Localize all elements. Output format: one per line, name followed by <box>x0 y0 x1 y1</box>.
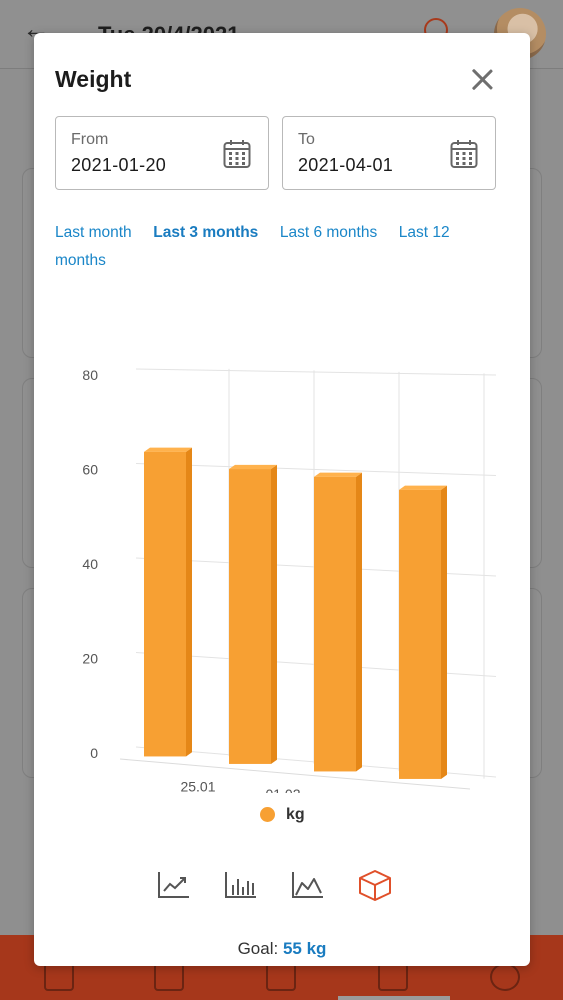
legend-dot <box>260 807 275 822</box>
chat-icon[interactable] <box>490 963 520 991</box>
chart-type-selector <box>156 869 396 903</box>
3d-cube-icon[interactable] <box>357 869 393 901</box>
calendar-icon[interactable] <box>450 139 478 169</box>
range-last-3-months[interactable]: Last 3 months <box>153 224 259 241</box>
x-tick-label: 01.02 <box>265 786 300 793</box>
y-tick-label: 40 <box>82 556 98 572</box>
line-chart-icon[interactable] <box>156 869 192 901</box>
y-tick-label: 80 <box>82 367 98 383</box>
range-last-6-months[interactable]: Last 6 months <box>279 224 378 241</box>
legend-label: kg <box>286 806 305 823</box>
modal-title: Weight <box>55 66 132 92</box>
bar <box>399 489 441 779</box>
range-links: Last month Last 3 months Last 6 months L… <box>55 219 485 275</box>
bar <box>144 451 186 757</box>
bar-top <box>399 485 447 490</box>
bar-chart-icon[interactable] <box>223 869 259 901</box>
grid-line <box>135 463 497 476</box>
close-icon[interactable] <box>466 63 498 95</box>
home-icon[interactable] <box>44 963 74 991</box>
from-label: From <box>71 131 109 148</box>
bar-side <box>356 472 362 772</box>
grid-line <box>135 368 497 376</box>
goal-text: Goal: 55 kg <box>34 939 530 959</box>
range-last-12-months[interactable]: Last 12 months <box>55 224 450 269</box>
calendar-icon[interactable] <box>223 139 251 169</box>
calendar-icon[interactable] <box>154 963 184 991</box>
y-tick-label: 0 <box>90 745 98 761</box>
to-value: 2021-04-01 <box>298 155 394 175</box>
weight-modal: Weight From 2021-01-20 To 2021-04-01 <box>34 33 530 966</box>
bar-top <box>229 464 277 470</box>
list-icon[interactable] <box>266 963 296 991</box>
to-date-field[interactable]: To 2021-04-01 <box>282 116 496 190</box>
bar <box>314 476 356 772</box>
bar <box>229 469 271 764</box>
stats-icon[interactable] <box>378 963 408 991</box>
y-tick-label: 60 <box>82 462 98 478</box>
bar-side <box>186 447 192 757</box>
bar-side <box>441 485 447 779</box>
from-date-field[interactable]: From 2021-01-20 <box>55 116 269 190</box>
bar-top <box>144 447 192 452</box>
to-label: To <box>298 131 315 148</box>
goal-label: Goal: <box>237 939 279 958</box>
goal-value: 55 kg <box>282 939 327 958</box>
home-indicator <box>338 996 450 1000</box>
x-tick-label: 25.01 <box>180 778 215 793</box>
bar-side <box>271 464 277 764</box>
area-chart-icon[interactable] <box>290 869 326 901</box>
bar-top <box>314 472 362 477</box>
from-value: 2021-01-20 <box>71 155 167 175</box>
x-axis-line <box>119 758 471 790</box>
range-last-month[interactable]: Last month <box>55 224 132 241</box>
y-tick-label: 20 <box>82 651 98 667</box>
